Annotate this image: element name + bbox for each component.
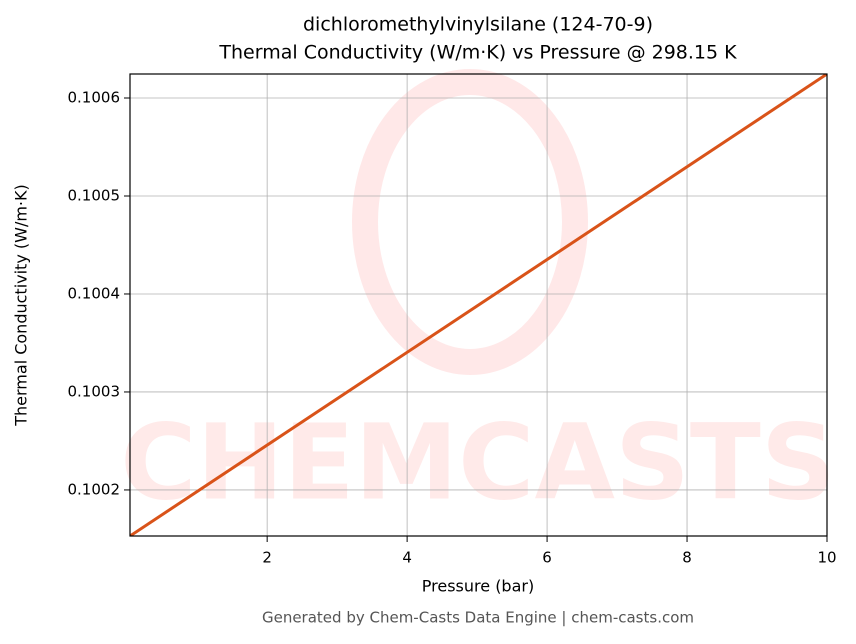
x-axis-label: Pressure (bar) <box>422 577 534 596</box>
data-line <box>130 74 827 536</box>
x-tick-label: 2 <box>262 549 272 567</box>
chart-title: dichloromethylvinylsilane (124-70-9) <box>303 14 653 36</box>
y-tick-label: 0.1002 <box>68 480 121 498</box>
x-tick-label: 4 <box>402 549 412 567</box>
y-tick-label: 0.1006 <box>68 89 121 107</box>
x-tick-label: 6 <box>542 549 552 567</box>
y-tick-label: 0.1003 <box>68 382 121 400</box>
plot-frame <box>129 73 828 537</box>
watermark-logo <box>352 69 588 375</box>
y-tick-label: 0.1005 <box>68 186 121 204</box>
y-axis-label: Thermal Conductivity (W/m·K) <box>12 184 31 427</box>
chart-subtitle: Thermal Conductivity (W/m·K) vs Pressure… <box>218 42 737 64</box>
x-tick-label: 8 <box>682 549 692 567</box>
watermark: CHEMCASTS <box>120 401 835 523</box>
x-tick-label: 10 <box>817 549 836 567</box>
footer: Generated by Chem-Casts Data Engine | ch… <box>262 609 694 627</box>
y-tick-label: 0.1004 <box>68 284 121 302</box>
